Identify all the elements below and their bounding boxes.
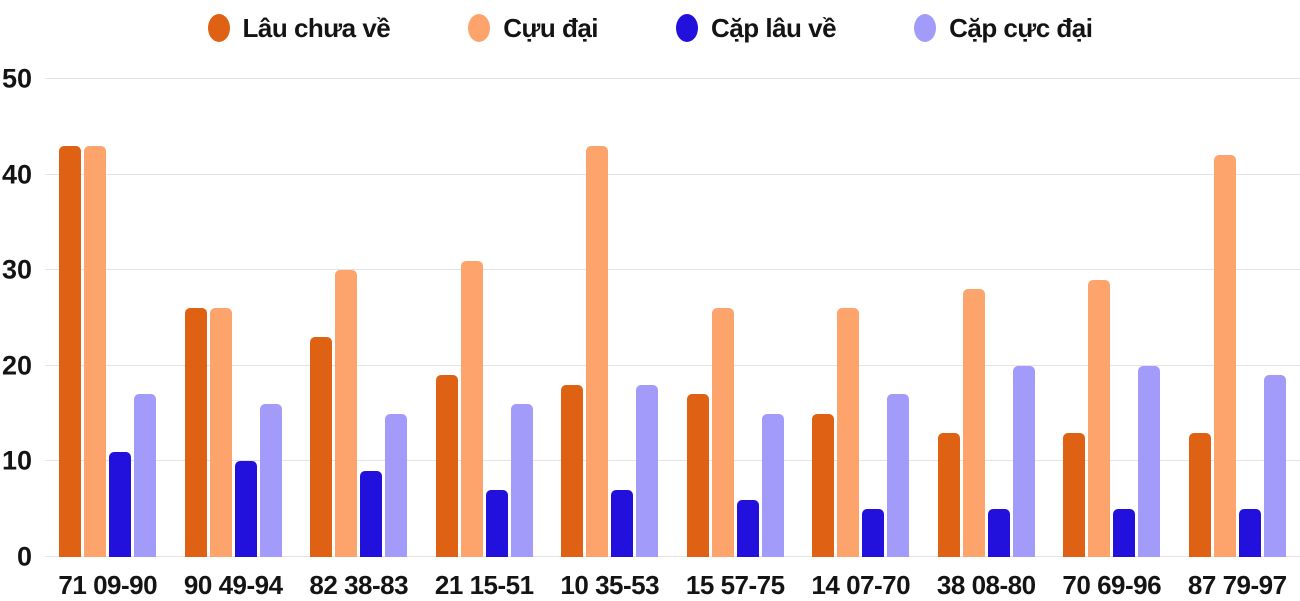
bar-series-1 (185, 308, 207, 557)
legend-swatch-icon (676, 14, 698, 42)
bar-series-3 (611, 490, 633, 557)
x-tick-label: 21 15-51 (422, 570, 548, 601)
bar-series-4 (385, 414, 407, 557)
bar-series-4 (636, 385, 658, 557)
bar-group (673, 79, 799, 557)
bar-series-3 (109, 452, 131, 557)
bar-series-2 (84, 146, 106, 557)
bar-series-3 (1239, 509, 1261, 557)
bar-series-1 (1063, 433, 1085, 557)
x-tick-label: 71 09-90 (45, 570, 171, 601)
x-tick-label: 10 35-53 (547, 570, 673, 601)
bar-series-4 (134, 394, 156, 557)
bar-series-2 (963, 289, 985, 557)
bar-series-2 (335, 270, 357, 557)
chart-legend: Lâu chưa về Cựu đại Cặp lâu về Cặp cực đại (0, 0, 1300, 48)
legend-label: Cặp cực đại (949, 13, 1092, 44)
bar-series-1 (687, 394, 709, 557)
bar-series-1 (436, 375, 458, 557)
y-tick-label: 10 (2, 448, 32, 475)
bar-group (45, 79, 171, 557)
x-tick-label: 90 49-94 (171, 570, 297, 601)
bar-series-4 (511, 404, 533, 557)
bar-series-3 (988, 509, 1010, 557)
bar-series-1 (1189, 433, 1211, 557)
x-tick-label: 38 08-80 (924, 570, 1050, 601)
bar-series-1 (310, 337, 332, 557)
legend-swatch-icon (468, 14, 490, 42)
bar-group (798, 79, 924, 557)
bar-series-2 (1214, 155, 1236, 557)
legend-swatch-icon (914, 14, 936, 42)
bar-series-3 (1113, 509, 1135, 557)
bar-group (422, 79, 548, 557)
bar-series-4 (1013, 366, 1035, 557)
y-tick-label: 50 (2, 66, 32, 93)
bar-series-4 (1264, 375, 1286, 557)
y-tick-label: 20 (2, 352, 32, 379)
bar-group (296, 79, 422, 557)
bar-series-2 (712, 308, 734, 557)
bar-series-2 (1088, 280, 1110, 557)
bar-series-4 (1138, 366, 1160, 557)
legend-item: Cặp cực đại (914, 13, 1092, 44)
legend-label: Lâu chưa về (243, 13, 391, 44)
x-tick-label: 82 38-83 (296, 570, 422, 601)
y-tick-label: 0 (17, 544, 32, 571)
legend-label: Cặp lâu về (711, 13, 836, 44)
legend-label: Cựu đại (503, 13, 598, 44)
bar-series-4 (762, 414, 784, 557)
legend-item: Cựu đại (468, 13, 598, 44)
bar-series-1 (59, 146, 81, 557)
plot-area (45, 79, 1300, 557)
bar-series-2 (586, 146, 608, 557)
bar-group (171, 79, 297, 557)
bar-series-4 (260, 404, 282, 557)
bar-series-1 (812, 414, 834, 557)
bar-series-3 (862, 509, 884, 557)
legend-item: Cặp lâu về (676, 13, 836, 44)
bar-series-3 (235, 461, 257, 557)
x-tick-label: 87 79-97 (1175, 570, 1300, 601)
bar-group (1175, 79, 1300, 557)
bar-series-1 (561, 385, 583, 557)
bar-group (924, 79, 1050, 557)
y-tick-label: 30 (2, 257, 32, 284)
bar-series-2 (461, 261, 483, 557)
bar-groups (45, 79, 1300, 557)
bar-series-4 (887, 394, 909, 557)
x-tick-label: 14 07-70 (798, 570, 924, 601)
x-tick-label: 70 69-96 (1049, 570, 1175, 601)
bar-series-3 (737, 500, 759, 557)
bar-series-3 (486, 490, 508, 557)
bar-series-2 (210, 308, 232, 557)
bar-series-3 (360, 471, 382, 557)
y-tick-label: 40 (2, 161, 32, 188)
legend-swatch-icon (208, 14, 230, 42)
bar-group (547, 79, 673, 557)
bar-series-2 (837, 308, 859, 557)
bar-series-1 (938, 433, 960, 557)
bar-group (1049, 79, 1175, 557)
x-tick-label: 15 57-75 (673, 570, 799, 601)
legend-item: Lâu chưa về (208, 13, 391, 44)
